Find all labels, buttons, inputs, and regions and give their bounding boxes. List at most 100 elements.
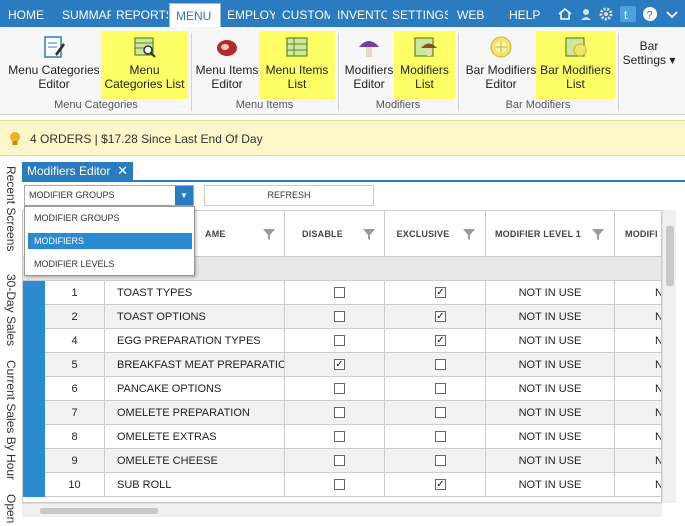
- disable-checkbox[interactable]: [334, 383, 345, 394]
- bar-settings-button[interactable]: Bar Settings ▾: [622, 39, 676, 67]
- cell-modifier-level-1[interactable]: NOT IN USE: [486, 473, 615, 497]
- side-tab-current-sales-by-hour[interactable]: Current Sales By Hour: [4, 360, 18, 481]
- user-icon[interactable]: [578, 6, 594, 22]
- cell-name[interactable]: OMELETE CHEESE: [105, 449, 285, 473]
- exclusive-checkbox[interactable]: ✓: [435, 335, 446, 346]
- help-icon[interactable]: ?: [642, 6, 658, 22]
- exclusive-checkbox[interactable]: ✓: [435, 479, 446, 490]
- vertical-scroll-thumb[interactable]: [666, 226, 674, 286]
- cell-modifier-level-2[interactable]: N: [615, 473, 661, 497]
- side-tab-open[interactable]: Open: [4, 494, 18, 524]
- exclusive-checkbox[interactable]: [435, 407, 446, 418]
- bar-modifiers-list-button[interactable]: Bar Modifiers List: [536, 31, 615, 99]
- tab-customers[interactable]: CUSTOMERS: [282, 8, 330, 22]
- cell-modifier-level-1[interactable]: NOT IN USE: [486, 329, 615, 353]
- tab-settings[interactable]: SETTINGS: [392, 8, 448, 22]
- dropdown-option-modifiers[interactable]: MODIFIERS: [28, 233, 192, 249]
- view-select[interactable]: MODIFIER GROUPS ▼: [24, 185, 194, 206]
- cell-modifier-level-1[interactable]: NOT IN USE: [486, 353, 615, 377]
- cell-name[interactable]: EGG PREPARATION TYPES: [105, 329, 285, 353]
- cell-modifier-level-1[interactable]: NOT IN USE: [486, 305, 615, 329]
- cell-modifier-level-2[interactable]: N: [615, 425, 661, 449]
- cell-modifier-level-1[interactable]: NOT IN USE: [486, 281, 615, 305]
- disable-checkbox[interactable]: [334, 287, 345, 298]
- home-icon[interactable]: [557, 6, 573, 22]
- row-selector[interactable]: [23, 425, 45, 449]
- twitter-icon[interactable]: t: [620, 6, 636, 22]
- cell-modifier-level-2[interactable]: N: [615, 281, 661, 305]
- exclusive-checkbox[interactable]: [435, 383, 446, 394]
- cell-modifier-level-1[interactable]: NOT IN USE: [486, 377, 615, 401]
- row-selector[interactable]: [23, 401, 45, 425]
- modifiers-editor-button[interactable]: Modifiers Editor: [341, 31, 397, 99]
- row-selector[interactable]: [23, 329, 45, 353]
- cell-name[interactable]: OMELETE EXTRAS: [105, 425, 285, 449]
- refresh-button[interactable]: REFRESH: [204, 185, 374, 206]
- cell-modifier-level-2[interactable]: N: [615, 353, 661, 377]
- tab-employees[interactable]: EMPLOYEES: [227, 8, 275, 22]
- cell-name[interactable]: PANCAKE OPTIONS: [105, 377, 285, 401]
- filter-icon[interactable]: [263, 228, 275, 240]
- disable-checkbox[interactable]: [334, 479, 345, 490]
- exclusive-checkbox[interactable]: [435, 431, 446, 442]
- cell-modifier-level-2[interactable]: N: [615, 401, 661, 425]
- row-selector[interactable]: [23, 305, 45, 329]
- cell-modifier-level-1[interactable]: NOT IN USE: [486, 449, 615, 473]
- tab-reports[interactable]: REPORTS: [116, 8, 168, 22]
- row-selector[interactable]: [23, 473, 45, 497]
- dropdown-option-modifier-groups[interactable]: MODIFIER GROUPS: [34, 213, 120, 223]
- filter-icon[interactable]: [592, 228, 604, 240]
- bar-modifiers-editor-button[interactable]: Bar Modifiers Editor: [461, 31, 541, 99]
- tab-inventory[interactable]: INVENTORY: [337, 8, 387, 22]
- modifiers-list-button[interactable]: Modifiers List: [394, 31, 455, 99]
- cell-modifier-level-2[interactable]: N: [615, 377, 661, 401]
- cell-modifier-level-2[interactable]: N: [615, 329, 661, 353]
- tab-menu[interactable]: MENU: [169, 3, 221, 27]
- disable-checkbox[interactable]: [334, 407, 345, 418]
- chevron-down-icon[interactable]: [664, 6, 680, 22]
- vertical-scrollbar[interactable]: [662, 210, 676, 503]
- disable-checkbox[interactable]: [334, 311, 345, 322]
- close-icon[interactable]: ✕: [117, 163, 128, 178]
- cell-name[interactable]: TOAST TYPES: [105, 281, 285, 305]
- header-name[interactable]: AME: [105, 211, 285, 257]
- menu-items-list-button[interactable]: Menu Items List: [259, 31, 335, 99]
- document-tab-modifiers-editor[interactable]: Modifiers Editor ✕: [22, 162, 133, 180]
- exclusive-checkbox[interactable]: [435, 359, 446, 370]
- cell-modifier-level-2[interactable]: N: [615, 449, 661, 473]
- cell-name[interactable]: TOAST OPTIONS: [105, 305, 285, 329]
- row-selector[interactable]: [23, 377, 45, 401]
- horizontal-scrollbar[interactable]: [22, 503, 662, 517]
- dropdown-arrow-icon[interactable]: ▼: [175, 186, 193, 205]
- disable-checkbox[interactable]: ✓: [334, 359, 345, 370]
- row-selector[interactable]: [23, 281, 45, 305]
- cell-modifier-level-1[interactable]: NOT IN USE: [486, 401, 615, 425]
- horizontal-scroll-thumb[interactable]: [40, 508, 158, 514]
- exclusive-checkbox[interactable]: ✓: [435, 311, 446, 322]
- exclusive-checkbox[interactable]: [435, 455, 446, 466]
- exclusive-checkbox[interactable]: ✓: [435, 287, 446, 298]
- cell-modifier-level-2[interactable]: N: [615, 305, 661, 329]
- tab-web[interactable]: WEB: [457, 8, 485, 22]
- menu-items-editor-button[interactable]: Menu Items Editor: [194, 31, 260, 99]
- cell-name[interactable]: SUB ROLL: [105, 473, 285, 497]
- dropdown-option-modifier-levels[interactable]: MODIFIER LEVELS: [34, 259, 115, 269]
- header-exclusive[interactable]: EXCLUSIVE: [385, 211, 486, 257]
- header-modifier-level-1[interactable]: MODIFIER LEVEL 1: [486, 211, 615, 257]
- cell-name[interactable]: OMELETE PREPARATION: [105, 401, 285, 425]
- filter-icon[interactable]: [463, 228, 475, 240]
- header-modifier-level-2[interactable]: MODIFI: [625, 229, 658, 239]
- disable-checkbox[interactable]: [334, 431, 345, 442]
- disable-checkbox[interactable]: [334, 335, 345, 346]
- menu-categories-list-button[interactable]: Menu Categories List: [101, 31, 188, 99]
- cell-modifier-level-1[interactable]: NOT IN USE: [486, 425, 615, 449]
- settings-icon[interactable]: [598, 6, 614, 22]
- cell-name[interactable]: BREAKFAST MEAT PREPARATION: [105, 353, 285, 377]
